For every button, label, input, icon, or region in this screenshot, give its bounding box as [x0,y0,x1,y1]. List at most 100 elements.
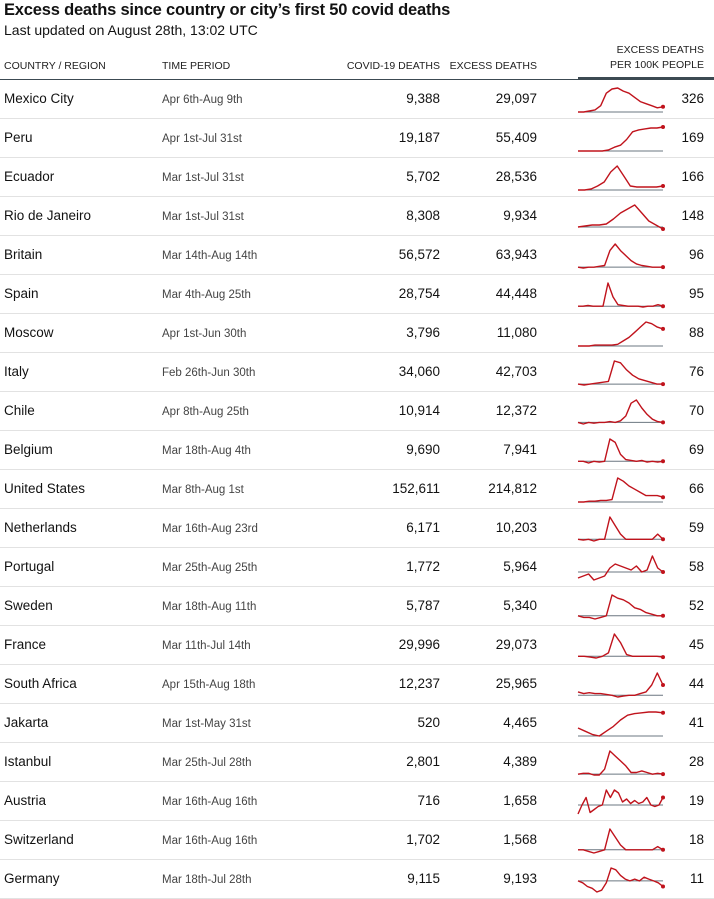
table-row[interactable]: South Africa Apr 15th-Aug 18th 12,237 25… [0,665,714,704]
excess-per-100k: 326 [681,91,704,106]
excess-per-100k: 18 [688,832,704,847]
table-row[interactable]: Chile Apr 8th-Aug 25th 10,914 12,372 70 [0,392,714,431]
country-name: Belgium [4,442,53,457]
table-row[interactable]: Jakarta Mar 1st-May 31st 520 4,465 41 [0,704,714,743]
excess-deaths: 214,812 [488,481,537,496]
table-row[interactable]: Mexico City Apr 6th-Aug 9th 9,388 29,097… [0,80,714,119]
sparkline-end-dot [661,847,665,852]
sparkline-line [577,555,664,581]
table-row[interactable]: Peru Apr 1st-Jul 31st 19,187 55,409 169 [0,119,714,158]
header-excess-per-100k[interactable]: EXCESS DEATHS PER 100K PEOPLE [610,44,704,71]
excess-deaths: 9,193 [503,871,537,886]
country-name: South Africa [4,676,77,691]
country-name: Peru [4,130,33,145]
country-name: Germany [4,871,60,886]
table-row[interactable]: Ecuador Mar 1st-Jul 31st 5,702 28,536 16… [0,158,714,197]
excess-deaths: 7,941 [503,442,537,457]
trend-sparkline [577,672,665,698]
header-covid-deaths[interactable]: COVID-19 DEATHS [346,60,440,72]
sparkline-line [578,282,664,308]
covid-deaths: 1,772 [406,559,440,574]
excess-deaths: 28,536 [495,169,537,184]
time-period: Apr 15th-Aug 18th [162,679,256,691]
table-row[interactable]: Switzerland Mar 16th-Aug 16th 1,702 1,56… [0,821,714,860]
trend-sparkline [577,243,665,270]
excess-deaths: 11,080 [496,325,537,340]
last-updated: Last updated on August 28th, 13:02 UTC [4,22,258,38]
covid-deaths: 19,187 [398,130,440,145]
table-row[interactable]: Austria Mar 16th-Aug 16th 716 1,658 19 [0,782,714,821]
table-row[interactable]: France Mar 11th-Jul 14th 29,996 29,073 4… [0,626,714,665]
covid-deaths: 6,171 [406,520,440,535]
header-rate-line1: EXCESS DEATHS [616,44,704,56]
excess-per-100k: 148 [681,208,704,223]
table-row[interactable]: Istanbul Mar 25th-Jul 28th 2,801 4,389 2… [0,743,714,782]
time-period: Mar 1st-Jul 31st [162,172,244,184]
table-row[interactable]: Britain Mar 14th-Aug 14th 56,572 63,943 … [0,236,714,275]
time-period: Mar 14th-Aug 14th [162,250,258,262]
excess-deaths: 55,409 [495,130,537,145]
excess-per-100k: 88 [688,325,704,340]
excess-deaths: 5,964 [503,559,537,574]
table-row[interactable]: Italy Feb 26th-Jun 30th 34,060 42,703 76 [0,353,714,392]
country-name: Netherlands [4,520,77,535]
table-row[interactable]: Germany Mar 18th-Jul 28th 9,115 9,193 11 [0,860,714,899]
sparkline-line [577,594,663,620]
excess-per-100k: 19 [688,793,704,808]
trend-sparkline [577,789,665,815]
table-row[interactable]: Portugal Mar 25th-Aug 25th 1,772 5,964 5… [0,548,714,587]
sparkline-end-dot [661,613,665,618]
sparkline-line [578,828,664,854]
country-name: France [4,637,47,652]
time-period: Mar 16th-Aug 16th [162,835,258,847]
excess-deaths: 5,340 [503,598,537,613]
sparkline-end-dot [661,420,665,425]
trend-sparkline [577,399,665,425]
sparkline-line [578,321,664,347]
sparkline-end-dot [661,570,665,574]
sparkline-end-dot [661,326,665,331]
time-period: Mar 8th-Aug 1st [162,484,244,496]
covid-deaths: 9,115 [407,871,440,886]
header-excess-deaths[interactable]: EXCESS DEATHS [449,60,537,72]
covid-deaths: 28,754 [398,286,440,301]
covid-deaths: 2,801 [406,754,440,769]
trend-sparkline [578,438,665,464]
covid-deaths: 29,996 [398,637,440,652]
sparkline-line [578,126,664,152]
sparkline-end-dot [661,304,665,309]
header-period[interactable]: TIME PERIOD [162,60,231,72]
country-name: Chile [4,403,35,418]
covid-deaths: 1,702 [406,832,440,847]
country-name: Jakarta [4,715,49,730]
trend-sparkline [578,828,665,854]
sparkline-line [577,399,664,425]
sparkline-end-dot [661,184,665,188]
trend-sparkline [578,633,665,660]
excess-deaths: 4,389 [503,754,537,769]
table-row[interactable]: Spain Mar 4th-Aug 25th 28,754 44,448 95 [0,275,714,314]
table-row[interactable]: Rio de Janeiro Mar 1st-Jul 31st 8,308 9,… [0,197,714,236]
covid-deaths: 12,237 [398,676,440,691]
header-country[interactable]: COUNTRY / REGION [4,60,106,72]
sparkline-end-dot [661,655,665,660]
excess-deaths: 42,703 [495,364,537,379]
excess-deaths: 25,965 [495,676,537,691]
covid-deaths: 56,572 [398,247,440,262]
sparkline-line [577,750,664,776]
sparkline-end-dot [661,683,665,687]
time-period: Mar 18th-Aug 4th [162,445,251,457]
country-name: United States [4,481,86,496]
table-row[interactable]: Belgium Mar 18th-Aug 4th 9,690 7,941 69 [0,431,714,470]
country-name: Moscow [4,325,54,340]
trend-sparkline [578,321,665,347]
sparkline-line [577,711,664,737]
sparkline-line [577,789,664,815]
time-period: Mar 25th-Aug 25th [162,562,258,574]
table-row[interactable]: United States Mar 8th-Aug 1st 152,611 21… [0,470,714,509]
table-row[interactable]: Netherlands Mar 16th-Aug 23rd 6,171 10,2… [0,509,714,548]
covid-deaths: 520 [417,715,440,730]
table-row[interactable]: Moscow Apr 1st-Jun 30th 3,796 11,080 88 [0,314,714,353]
table-row[interactable]: Sweden Mar 18th-Aug 11th 5,787 5,340 52 [0,587,714,626]
excess-deaths: 29,073 [495,637,537,652]
